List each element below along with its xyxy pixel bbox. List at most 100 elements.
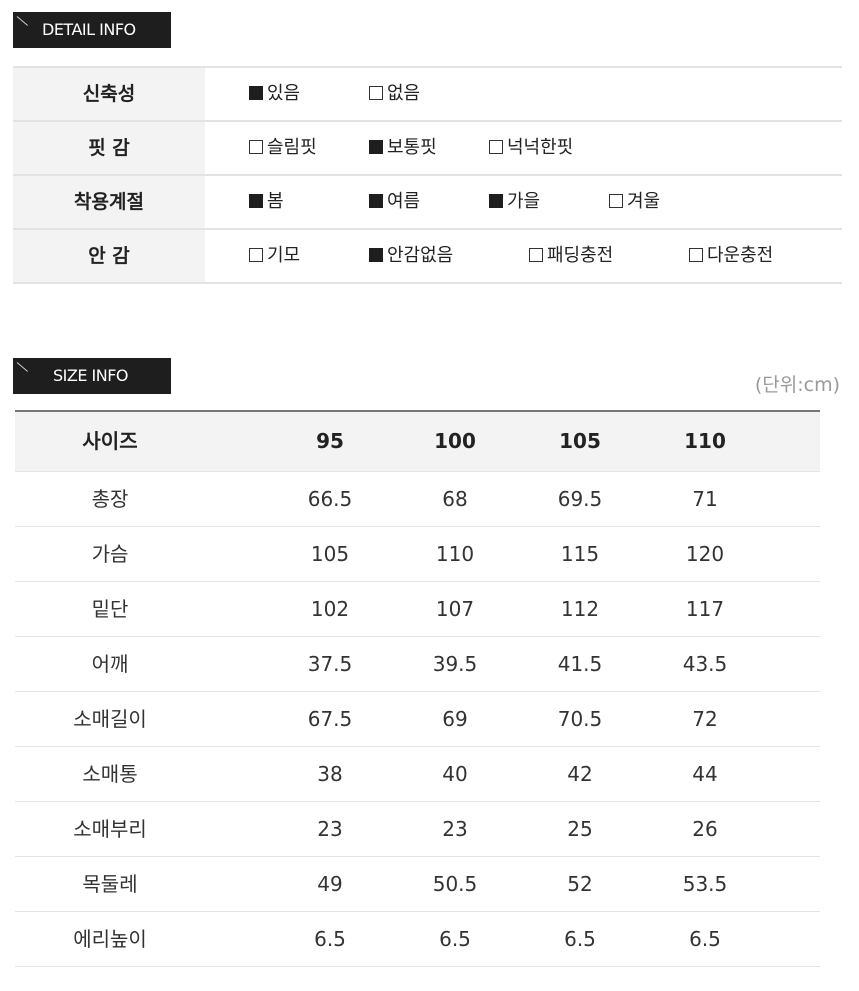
size-info-title: SIZE INFO	[53, 366, 129, 385]
size-value: 68	[442, 487, 468, 511]
size-value: 67.5	[307, 707, 353, 731]
size-value: 115	[560, 542, 600, 566]
size-value: 95	[316, 429, 344, 453]
detail-label: 안 감	[13, 230, 205, 282]
size-row: 소매통 38 40 42 44	[15, 747, 820, 802]
empty-box-icon	[609, 194, 623, 208]
empty-box-icon	[489, 140, 503, 154]
size-value: 38	[317, 762, 343, 786]
size-value: 105	[559, 429, 601, 453]
size-row: 밑단 102 107 112 117	[15, 582, 820, 637]
empty-box-icon	[249, 140, 263, 154]
option-label: 겨울	[627, 191, 661, 212]
size-value: 102	[310, 597, 350, 621]
detail-row: 핏 감 슬림핏 보통핏 넉넉한핏	[13, 122, 842, 176]
size-value: 66.5	[307, 487, 353, 511]
checked-box-icon	[369, 194, 383, 208]
detail-option: 겨울	[609, 176, 660, 228]
size-value: 105	[310, 542, 350, 566]
option-label: 기모	[267, 245, 301, 266]
detail-option: 보통핏	[369, 122, 437, 174]
detail-label: 핏 감	[13, 122, 205, 174]
empty-box-icon	[689, 248, 703, 262]
size-row: 총장 66.5 68 69.5 71	[15, 472, 820, 527]
size-value: 69	[442, 707, 468, 731]
size-value: 110	[684, 429, 726, 453]
detail-row: 안 감 기모 안감없음 패딩충전 다운충전	[13, 230, 842, 284]
size-row: 에리높이 6.5 6.5 6.5 6.5	[15, 912, 820, 967]
size-value: 69.5	[557, 487, 603, 511]
size-value: 43.5	[682, 652, 728, 676]
row-label: 에리높이	[73, 927, 147, 951]
size-row: 소매부리 23 23 25 26	[15, 802, 820, 857]
option-label: 넉넉한핏	[507, 137, 574, 158]
size-value: 23	[442, 817, 468, 841]
size-row: 목둘레 49 50.5 52 53.5	[15, 857, 820, 912]
detail-option: 가을	[489, 176, 540, 228]
detail-info-title: DETAIL INFO	[42, 20, 136, 39]
size-value: 41.5	[557, 652, 603, 676]
size-value: 42	[567, 762, 593, 786]
size-value: 26	[692, 817, 718, 841]
size-row: 가슴 105 110 115 120	[15, 527, 820, 582]
detail-option: 있음	[249, 68, 300, 120]
detail-option: 여름	[369, 176, 420, 228]
size-header-row: 사이즈 95 100 105 110	[15, 412, 820, 472]
size-value: 23	[317, 817, 343, 841]
size-info-header: SIZE INFO	[13, 358, 171, 394]
size-value: 6.5	[564, 927, 596, 951]
option-label: 다운충전	[707, 245, 774, 266]
detail-option: 봄	[249, 176, 284, 228]
option-label: 봄	[267, 191, 284, 212]
row-label: 총장	[91, 487, 129, 511]
row-label: 사이즈	[82, 429, 138, 453]
option-label: 슬림핏	[267, 137, 317, 158]
size-value: 6.5	[439, 927, 471, 951]
option-label: 있음	[267, 83, 301, 104]
size-value: 110	[435, 542, 475, 566]
option-label: 패딩충전	[547, 245, 614, 266]
slash-icon	[16, 362, 29, 372]
empty-box-icon	[529, 248, 543, 262]
option-label: 여름	[387, 191, 421, 212]
size-value: 70.5	[557, 707, 603, 731]
row-label: 목둘레	[82, 872, 138, 896]
option-label: 안감없음	[387, 245, 454, 266]
detail-label: 착용계절	[13, 176, 205, 228]
detail-option: 안감없음	[369, 230, 453, 282]
row-label: 가슴	[91, 542, 129, 566]
row-label: 어깨	[91, 652, 129, 676]
detail-option: 없음	[369, 68, 420, 120]
slash-icon	[16, 16, 29, 26]
size-value: 49	[317, 872, 343, 896]
row-label: 소매통	[82, 762, 138, 786]
size-value: 25	[567, 817, 593, 841]
detail-option: 다운충전	[689, 230, 773, 282]
size-value: 71	[692, 487, 718, 511]
size-value: 120	[685, 542, 725, 566]
size-value: 117	[685, 597, 725, 621]
checked-box-icon	[369, 140, 383, 154]
size-value: 6.5	[314, 927, 346, 951]
unit-label: (단위:cm)	[754, 374, 840, 396]
empty-box-icon	[369, 86, 383, 100]
size-value: 37.5	[307, 652, 353, 676]
size-value: 100	[434, 429, 476, 453]
size-value: 6.5	[689, 927, 721, 951]
row-label: 소매길이	[73, 707, 147, 731]
detail-row: 착용계절 봄 여름 가을 겨울	[13, 176, 842, 230]
size-value: 40	[442, 762, 468, 786]
detail-label: 신축성	[13, 68, 205, 120]
detail-option: 넉넉한핏	[489, 122, 573, 174]
size-value: 107	[435, 597, 475, 621]
detail-option: 슬림핏	[249, 122, 317, 174]
size-row: 어깨 37.5 39.5 41.5 43.5	[15, 637, 820, 692]
size-value: 50.5	[432, 872, 478, 896]
size-value: 72	[692, 707, 718, 731]
size-value: 44	[692, 762, 718, 786]
detail-info-header: DETAIL INFO	[13, 12, 171, 48]
size-value: 52	[567, 872, 593, 896]
detail-row: 신축성 있음 없음	[13, 68, 842, 122]
detail-option: 기모	[249, 230, 300, 282]
